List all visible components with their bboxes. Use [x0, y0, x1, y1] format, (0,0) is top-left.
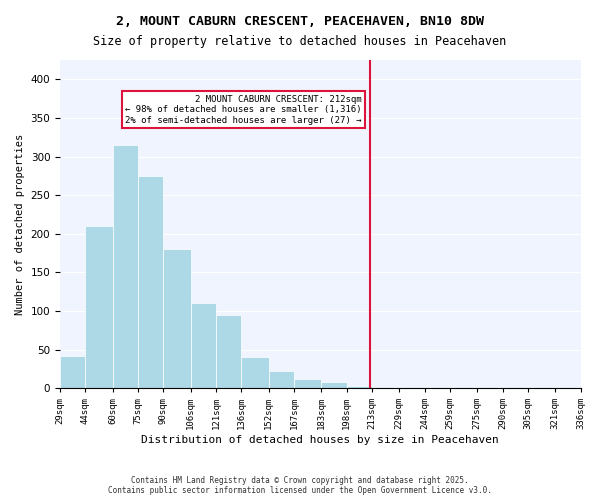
Y-axis label: Number of detached properties: Number of detached properties: [15, 134, 25, 314]
Bar: [216, 315, 241, 388]
Bar: [294, 379, 321, 388]
Bar: [191, 303, 216, 388]
Text: Contains HM Land Registry data © Crown copyright and database right 2025.
Contai: Contains HM Land Registry data © Crown c…: [108, 476, 492, 495]
Bar: [163, 249, 191, 388]
Bar: [138, 176, 163, 388]
Text: 2, MOUNT CABURN CRESCENT, PEACEHAVEN, BN10 8DW: 2, MOUNT CABURN CRESCENT, PEACEHAVEN, BN…: [116, 15, 484, 28]
Bar: [241, 358, 269, 388]
Bar: [269, 371, 294, 388]
X-axis label: Distribution of detached houses by size in Peacehaven: Distribution of detached houses by size …: [142, 435, 499, 445]
Text: Size of property relative to detached houses in Peacehaven: Size of property relative to detached ho…: [94, 35, 506, 48]
Bar: [60, 356, 85, 388]
Bar: [321, 382, 347, 388]
Text: 2 MOUNT CABURN CRESCENT: 212sqm
← 98% of detached houses are smaller (1,316)
2% : 2 MOUNT CABURN CRESCENT: 212sqm ← 98% of…: [125, 94, 362, 124]
Bar: [113, 145, 138, 388]
Bar: [347, 386, 372, 388]
Bar: [85, 226, 113, 388]
